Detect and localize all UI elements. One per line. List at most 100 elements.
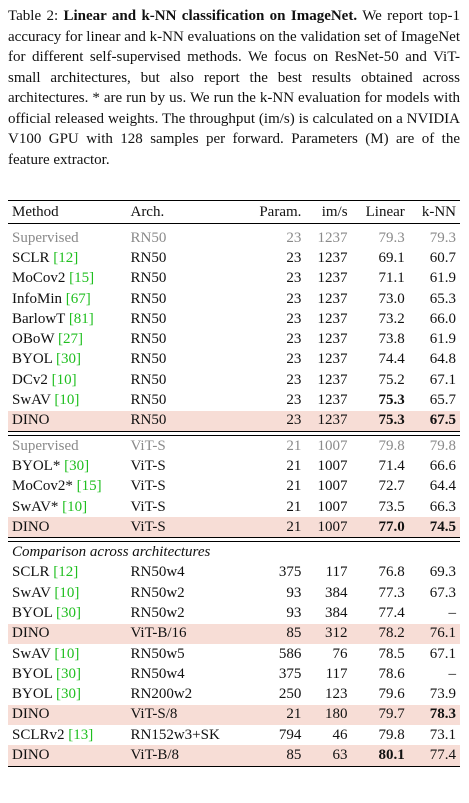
citation: [15] — [76, 478, 102, 495]
table-row: BYOL* [30] ViT-S 21 1007 71.4 66.6 — [8, 456, 460, 476]
ims-cell: 117 — [325, 564, 348, 581]
method-cell: BarlowT [81] — [8, 309, 126, 329]
arch: RN50w2 — [130, 584, 185, 601]
table-row: BYOL [30] RN50 23 1237 74.4 64.8 — [8, 350, 460, 370]
params-cell: 23 — [286, 310, 302, 327]
method: MoCov2 — [12, 270, 66, 287]
params-cell: 93 — [286, 584, 302, 601]
method-cell: MoCov2* [15] — [8, 477, 126, 497]
table-row: SwAV [10] RN50w5 586 76 78.5 67.1 — [8, 644, 460, 664]
knn-cell: 67.1 — [429, 371, 456, 388]
method: DINO — [12, 412, 50, 429]
knn-cell: 73.9 — [429, 686, 456, 703]
arch: RN50 — [130, 331, 167, 348]
linear-cell: 79.3 — [378, 229, 405, 246]
method: DINO — [12, 518, 50, 535]
linear-cell: 73.8 — [378, 331, 405, 348]
params-cell: 375 — [278, 665, 302, 682]
knn-cell: 79.3 — [429, 229, 456, 246]
header-cell: im/s — [305, 200, 352, 224]
method-cell: DINO — [8, 704, 127, 726]
caption: Table 2: Linear and k-NN classification … — [8, 6, 460, 170]
arch: RN50 — [130, 290, 167, 307]
table-row: SCLR [12] RN50 23 1237 69.1 60.7 — [8, 248, 460, 268]
method-cell: DINO — [8, 517, 127, 538]
arch: RN50w5 — [130, 645, 185, 662]
knn-cell: 67.1 — [429, 645, 456, 662]
table-row: OBoW [27] RN50 23 1237 73.8 61.9 — [8, 329, 460, 349]
ims-cell: 1007 — [305, 517, 352, 538]
params-cell: 375 — [278, 564, 302, 581]
table-row: SCLR [12] RN50w4 375 117 76.8 69.3 — [8, 563, 460, 583]
table-row: Supervised ViT-S 21 1007 79.8 79.8 — [8, 435, 460, 456]
ims-cell: 312 — [305, 623, 352, 644]
table-row: DCv2 [10] RN50 23 1237 75.2 67.1 — [8, 370, 460, 390]
citation: [30] — [64, 457, 90, 474]
method: SCLR — [12, 249, 50, 266]
linear-cell: 80.1 — [351, 745, 409, 767]
linear-cell: 73.5 — [378, 498, 405, 515]
linear-cell: 78.5 — [378, 645, 405, 662]
method: DCv2 — [12, 371, 48, 388]
method-cell: BYOL* [30] — [8, 456, 126, 476]
knn-cell: 65.3 — [429, 290, 456, 307]
rule — [8, 537, 460, 543]
ims-cell: 1237 — [317, 392, 348, 409]
method-cell: DINO — [8, 410, 127, 432]
method-cell: SwAV* [10] — [8, 497, 126, 517]
ims-cell: 1237 — [317, 229, 348, 246]
params-cell: 21 — [286, 457, 302, 474]
table-row: DINO RN50 23 1237 75.3 67.5 — [8, 410, 460, 432]
arch: ViT-S — [130, 498, 166, 515]
table-row: DINO ViT-S 21 1007 77.0 74.5 — [8, 517, 460, 538]
linear-cell: 73.2 — [378, 310, 405, 327]
arch: ViT-S — [130, 437, 166, 454]
linear-cell: 71.4 — [378, 457, 405, 474]
citation: [67] — [65, 290, 91, 307]
method-cell: OBoW [27] — [8, 329, 126, 349]
method-cell: BYOL [30] — [8, 350, 126, 370]
table-row: BYOL [30] RN50w2 93 384 77.4– — [8, 603, 460, 623]
linear-cell: 76.8 — [378, 564, 405, 581]
knn-cell: 67.3 — [429, 584, 456, 601]
method-cell: BYOL [30] — [8, 685, 126, 705]
table-row: MoCov2 [15] RN50 23 1237 71.1 61.9 — [8, 269, 460, 289]
method-cell: Supervised — [8, 435, 126, 456]
linear-cell: 71.1 — [378, 270, 405, 287]
method: SCLRv2 — [12, 726, 65, 743]
params-cell: 23 — [286, 249, 302, 266]
ims-cell: 1237 — [317, 290, 348, 307]
arch: ViT-B/8 — [126, 745, 245, 767]
arch: RN50 — [130, 371, 167, 388]
table-row: DINO ViT-B/16 85 312 78.2 76.1 — [8, 623, 460, 644]
method-cell: BYOL [30] — [8, 664, 126, 684]
linear-cell: 77.0 — [351, 517, 409, 538]
ims-cell: 1007 — [317, 478, 348, 495]
citation: [12] — [53, 564, 79, 581]
method: BYOL — [12, 686, 53, 703]
knn-cell: 65.7 — [429, 392, 456, 409]
params-cell: 586 — [278, 645, 302, 662]
ims-cell: 123 — [325, 686, 348, 703]
knn-cell: 66.0 — [429, 310, 456, 327]
params-cell: 794 — [278, 726, 302, 743]
method: Supervised — [12, 437, 79, 454]
knn-cell: 76.1 — [408, 623, 460, 644]
table-row: SwAV [10] RN50w2 93 384 77.3 67.3 — [8, 583, 460, 603]
method: SwAV — [12, 645, 51, 662]
arch: RN50w2 — [130, 604, 185, 621]
header-row: Method Arch. Param. im/s Linear k-NN — [8, 200, 460, 224]
ims-cell: 384 — [325, 584, 348, 601]
arch: RN50w4 — [130, 665, 185, 682]
arch: RN50w4 — [130, 564, 185, 581]
knn-cell: 73.1 — [429, 726, 456, 743]
ims-cell: 76 — [332, 645, 348, 662]
method-cell: Supervised — [8, 228, 126, 248]
section-title: Comparison across architectures — [12, 544, 211, 561]
method: InfoMin — [12, 290, 62, 307]
method-cell: SwAV [10] — [8, 644, 126, 664]
linear-cell: 69.1 — [378, 249, 405, 266]
method-cell: SCLRv2 [13] — [8, 725, 126, 745]
citation: [12] — [53, 249, 79, 266]
